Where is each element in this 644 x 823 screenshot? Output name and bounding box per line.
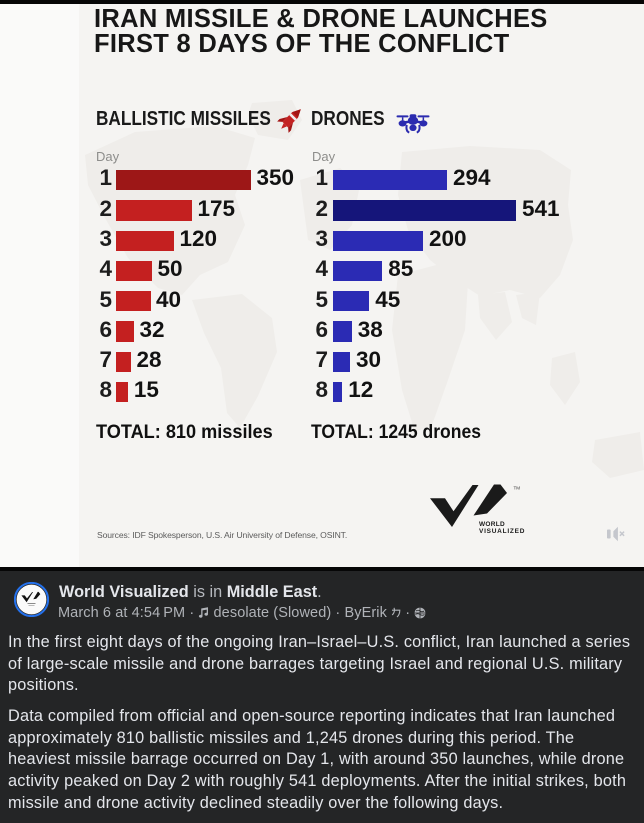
- svg-text:TM: TM: [514, 486, 521, 491]
- svg-text:VISUALIZED: VISUALIZED: [479, 528, 525, 535]
- svg-text:WORLD: WORLD: [479, 521, 505, 528]
